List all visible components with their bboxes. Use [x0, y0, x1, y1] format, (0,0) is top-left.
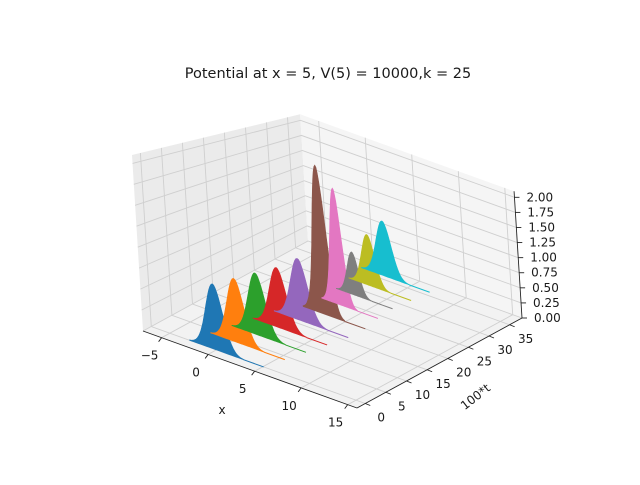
series-area [210, 278, 265, 353]
z-tick-label: 0.00 [534, 311, 561, 325]
z-gridline [140, 210, 521, 290]
y-tick-mark [426, 369, 433, 373]
x-tick-mark [158, 337, 162, 342]
series-baseline [264, 351, 285, 361]
z-gridline [132, 119, 515, 198]
series-2 [231, 272, 307, 353]
y-tick-label: 35 [518, 332, 533, 346]
y-tick-label: 25 [477, 354, 492, 368]
series-4 [273, 258, 349, 339]
x-tick-mark [204, 354, 209, 359]
z-gridline [138, 195, 520, 274]
x-tick-label: 10 [282, 399, 297, 413]
back-pane [300, 114, 522, 318]
y-tick-mark [468, 346, 474, 350]
y-tick-label: 30 [497, 343, 512, 357]
z-tick-label: 0.50 [532, 281, 559, 295]
y-tick-mark [509, 324, 515, 328]
series-baseline [390, 292, 412, 301]
series-1 [210, 278, 285, 361]
x-axis-label: x [218, 403, 225, 417]
z-tick-label: 1.25 [529, 236, 556, 250]
series-area [252, 267, 307, 339]
y-axis-line [356, 317, 523, 409]
z-tick-label: 0.25 [533, 296, 560, 310]
z-tick-label: 2.00 [526, 190, 553, 204]
series-baseline [285, 344, 307, 353]
y-tick-mark [406, 380, 412, 384]
series-baseline [306, 337, 328, 346]
series-baseline [327, 329, 349, 339]
y-tick-label: 0 [377, 411, 385, 425]
series-baseline [357, 310, 379, 319]
x-tick-label: 15 [328, 416, 343, 430]
z-gridline [142, 240, 523, 332]
left-pane [132, 114, 308, 331]
series-area [321, 187, 358, 312]
gridlines [132, 117, 523, 406]
series-baseline [243, 359, 264, 368]
z-tick-label: 1.75 [527, 205, 554, 219]
z-gridline [137, 180, 519, 259]
y-tick-label: 5 [398, 399, 406, 413]
y-axis-label: 100*t [458, 381, 493, 413]
y-tick-label: 20 [456, 366, 471, 380]
series-baseline [371, 300, 393, 310]
x-tick-mark [344, 404, 349, 409]
y-tick-mark [365, 403, 371, 406]
series-baseline [344, 321, 366, 330]
series-area [302, 164, 346, 322]
series-6 [321, 187, 379, 319]
series-5 [302, 164, 366, 330]
z-tick-label: 1.00 [530, 251, 557, 265]
series-layer [189, 164, 430, 368]
z-gridline [136, 165, 518, 244]
z-gridline [133, 134, 516, 213]
z-tick-label: 0.75 [531, 266, 558, 280]
series-9 [361, 220, 430, 293]
x-tick-label: −5 [141, 349, 159, 363]
x-tick-label: 0 [192, 365, 200, 379]
y-tick-label: 15 [435, 377, 450, 391]
x-tick-mark [251, 370, 256, 376]
series-baseline [408, 284, 430, 293]
y-tick-mark [385, 391, 392, 395]
y-tick-label: 10 [415, 388, 430, 402]
chart-title: Potential at x = 5, V(5) = 10000,k = 25 [185, 66, 471, 82]
x-axis-line [142, 330, 358, 409]
x-tick-label: 5 [239, 382, 247, 396]
series-0 [189, 283, 264, 368]
y-tick-mark [488, 335, 495, 339]
x-tick-mark [297, 387, 302, 393]
series-3 [252, 267, 328, 346]
z-tick-label: 1.50 [528, 220, 555, 234]
z-gridline [141, 225, 522, 311]
z-gridline [134, 150, 517, 228]
y-tick-mark [447, 358, 453, 361]
